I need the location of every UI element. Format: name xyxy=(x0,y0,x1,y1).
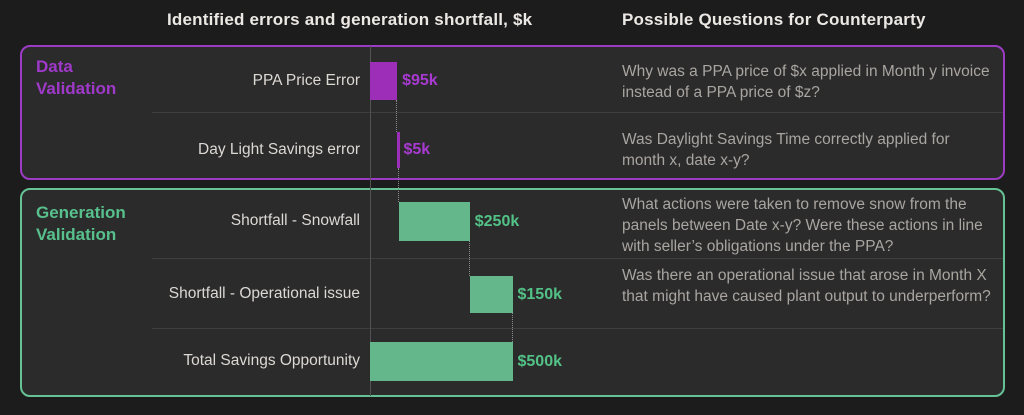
waterfall-connector xyxy=(511,313,513,342)
chart-title: Identified errors and generation shortfa… xyxy=(167,10,533,29)
waterfall-connector xyxy=(397,168,399,202)
row-separator xyxy=(152,328,1003,329)
baseline-axis xyxy=(370,46,371,396)
bar-value-500k: $500k xyxy=(517,352,563,370)
bar-value-95k: $95k xyxy=(402,72,438,89)
bar-value-5k: $5k xyxy=(403,141,431,158)
row-label-daylight-savings-error: Day Light Savings error xyxy=(198,141,360,158)
waterfall-connector xyxy=(468,241,470,276)
row-label-shortfall-snowfall: Shortfall - Snowfall xyxy=(230,212,360,229)
question-daylight-savings: Was Daylight Savings Time correctly appl… xyxy=(622,131,950,169)
waterfall-bar-daylight-savings xyxy=(397,132,400,168)
bar-value-250k: $250k xyxy=(474,212,520,230)
questions-column-title: Possible Questions for Counterparty xyxy=(622,10,926,29)
row-label-shortfall-operational: Shortfall - Operational issue xyxy=(168,285,360,302)
waterfall-connector xyxy=(396,100,398,132)
row-label-total-savings: Total Savings Opportunity xyxy=(183,352,360,369)
question-ppa-price: Why was a PPA price of $x applied in Mon… xyxy=(622,63,990,101)
bar-value-150k: $150k xyxy=(517,285,563,303)
waterfall-bar-total xyxy=(370,342,513,381)
row-separator xyxy=(152,112,1003,113)
section-label-generation-validation: Generation Validation xyxy=(36,203,126,244)
waterfall-bar-ppa-price-error xyxy=(370,62,398,100)
question-snowfall: What actions were taken to remove snow f… xyxy=(622,196,983,255)
generation-validation-panel: Generation Validation xyxy=(20,188,1005,397)
waterfall-bar-operational xyxy=(469,276,513,313)
row-label-ppa-price-error: PPA Price Error xyxy=(252,72,360,89)
question-operational: Was there an operational issue that aros… xyxy=(622,267,991,305)
waterfall-bar-snowfall xyxy=(398,202,470,241)
section-label-data-validation: Data Validation xyxy=(36,57,117,98)
row-separator xyxy=(152,258,1003,259)
